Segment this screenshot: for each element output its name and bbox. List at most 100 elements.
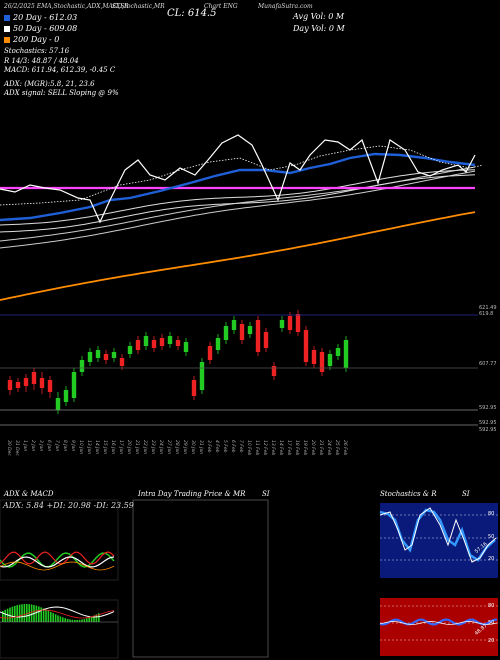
date-label: 15 Jan <box>102 440 108 454</box>
moving-average-lines <box>0 134 484 301</box>
candle-body-25 <box>207 346 213 360</box>
intraday-panel-title: Intra Day Trading Price & MR <box>138 490 246 498</box>
candle-body-35 <box>287 316 293 330</box>
macd-histogram-bar <box>35 605 38 622</box>
date-label: 25 Feb <box>334 440 340 456</box>
date-label: 31 Dec <box>14 440 20 456</box>
macd-histogram-bar <box>59 616 62 622</box>
candle-body-42 <box>343 340 349 368</box>
candle-body-23 <box>191 380 197 396</box>
candle-body-16 <box>135 340 141 350</box>
candle-body-1 <box>15 382 21 388</box>
ma-50-swatch <box>4 26 10 32</box>
avg-volume: Avg Vol: 0 M <box>293 12 345 21</box>
r-readout: R 14/3: 48.87 / 48.04 <box>4 56 79 65</box>
mr-signal-line <box>379 621 498 625</box>
candle-body-40 <box>327 354 333 366</box>
candle-body-10 <box>87 352 93 362</box>
candle-body-34 <box>279 320 285 328</box>
stoch-axis-20: 20 <box>488 556 495 562</box>
macd-histogram-bar <box>47 610 50 622</box>
date-label: 3 Jan <box>38 440 44 451</box>
header-indicators: EMA,Stochastic,ADX,MACD,R <box>36 3 129 10</box>
macd-histogram-bar <box>11 606 14 622</box>
adx-minus-di-line <box>0 551 115 565</box>
candle-body-38 <box>311 350 317 364</box>
date-label: 21 Jan <box>134 440 140 454</box>
macd-histogram-bar <box>78 619 81 622</box>
band-lower-1 <box>0 170 476 249</box>
macd-histogram-bar <box>4 609 6 622</box>
adx-line <box>0 556 115 568</box>
candle-body-26 <box>215 338 221 350</box>
date-label: 1 Jan <box>22 440 28 451</box>
header-si-label: SI,Stochastic,MR <box>112 3 165 10</box>
stoch-axis-80: 80 <box>488 511 495 517</box>
macd-histogram-bar <box>21 604 23 622</box>
date-label: 6 Feb <box>230 440 236 453</box>
date-label: 23 Jan <box>150 440 156 454</box>
candle-body-19 <box>159 338 165 346</box>
date-label: 10 Feb <box>246 440 252 456</box>
macd-histogram-bar <box>26 604 28 622</box>
date-label: 20 Feb <box>310 440 316 456</box>
candle-body-15 <box>127 346 133 354</box>
date-label: 30 Dec <box>6 440 12 456</box>
mr-reading: 48.87 <box>473 623 489 637</box>
date-label: 26 Feb <box>342 440 348 456</box>
candle-body-39 <box>319 352 325 372</box>
stochastics-readout: Stochastics: 57.16 <box>4 47 70 55</box>
date-label: 24 Jan <box>158 440 164 454</box>
candle-body-36 <box>295 314 301 332</box>
band-lower-2 <box>0 166 476 242</box>
date-label: 6 Jan <box>46 440 52 451</box>
ma-50-row: 50 Day - 609.08 <box>4 23 77 34</box>
macd-histogram-bar <box>64 618 66 622</box>
macd-signal-line <box>0 609 115 619</box>
date-label: 7 Feb <box>238 440 244 453</box>
macd-histogram-bar <box>40 607 42 622</box>
day-volume: Day Vol: 0 M <box>293 24 345 33</box>
candle-body-21 <box>175 340 181 346</box>
header-date: 26/2/2025 <box>4 3 35 10</box>
header-date-indicators: 26/2/2025 EMA,Stochastic,ADX,MACD,R <box>4 3 128 10</box>
macd-histogram-bar <box>57 615 59 622</box>
macd-readout: MACD: 611.94, 612.39, -0.45 C <box>4 66 116 74</box>
adx-panel-values: ADX: 5.84 +DI: 20.98 -DI: 23.59 <box>3 501 134 510</box>
date-label: 10 Jan <box>78 440 84 454</box>
macd-histogram-bar <box>86 618 88 622</box>
date-label: 16 Jan <box>110 440 116 454</box>
price-label-low3: 592.95 <box>479 427 497 433</box>
ema-50-dotted <box>0 145 484 206</box>
price-line <box>0 134 476 224</box>
candle-body-32 <box>263 332 269 348</box>
macd-histogram-bar <box>50 611 52 622</box>
candle-body-29 <box>239 324 245 340</box>
candle-body-22 <box>183 342 189 352</box>
ma-50-label: 50 Day - 609.08 <box>13 24 78 33</box>
ma-20-label: 20 Day - 612.03 <box>13 13 78 22</box>
date-label: 17 Feb <box>286 440 292 456</box>
date-label: 12 Feb <box>262 440 268 456</box>
adx-plus-di-line <box>0 552 115 568</box>
mr-axis-80: 80 <box>488 603 495 609</box>
macd-histogram-bar <box>76 619 78 622</box>
mr-axis-50: 50 <box>488 620 495 626</box>
macd-histogram-bar <box>28 604 30 622</box>
macd-histogram-bar <box>74 619 76 622</box>
macd-histogram-bar <box>95 614 98 622</box>
date-label: 22 Jan <box>142 440 148 454</box>
macd-histogram-bar <box>42 608 45 622</box>
date-label: 21 Feb <box>318 440 324 456</box>
adx-signal-line <box>0 561 115 571</box>
candle-body-12 <box>103 354 109 360</box>
candle-body-24 <box>199 362 205 390</box>
candle-body-28 <box>231 320 237 330</box>
candle-body-9 <box>79 360 85 372</box>
stoch-reading: 57.16 <box>473 541 489 555</box>
adx-signal-readout: ADX signal: SELL Sloping @ 9% <box>4 89 119 97</box>
candle-body-31 <box>255 320 261 352</box>
candle-body-13 <box>111 352 117 358</box>
candle-body-33 <box>271 366 277 376</box>
date-label: 31 Jan <box>198 440 204 454</box>
